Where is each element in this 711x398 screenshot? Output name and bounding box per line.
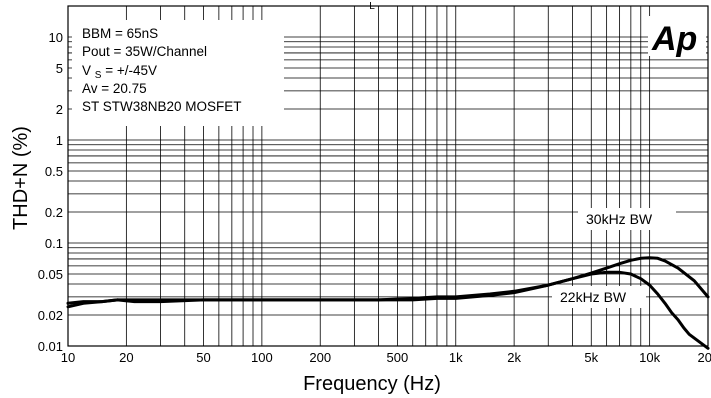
y-tick-label: 10 [49, 30, 63, 45]
x-tick-label: 2k [507, 350, 521, 365]
x-axis-title: Frequency (Hz) [303, 373, 441, 395]
ap-logo-text: Ap [651, 20, 697, 58]
y-tick-label: 0.01 [38, 339, 63, 354]
label-30khz-background [578, 208, 676, 230]
x-tick-label: 50 [196, 350, 210, 365]
x-tick-label: 10k [639, 350, 660, 365]
note-pout: Pout = 35W/Channel [82, 44, 207, 59]
note-vs: V S = +/-45V [82, 63, 157, 81]
x-tick-label: 20k [698, 350, 711, 365]
y-axis-title: THD+N (%) [10, 126, 32, 230]
note-vs-value: = +/-45V [105, 63, 157, 78]
label-30khz-bw: 30kHz BW [586, 211, 653, 227]
ap-logo: Ap [648, 16, 706, 58]
ap-logo-background [648, 16, 706, 56]
x-tick-label: 500 [387, 350, 409, 365]
y-tick-label: 5 [56, 61, 63, 76]
note-av: Av = 20.75 [82, 81, 147, 96]
x-tick-label: 20 [119, 350, 133, 365]
y-tick-label: 1 [56, 133, 63, 148]
curve-22khz-bw [66, 270, 710, 350]
note-bbm: BBM = 65nS [82, 26, 158, 41]
top-label: L [369, 1, 375, 12]
x-tick-label: 10 [61, 350, 75, 365]
plot-frame [67, 5, 709, 347]
y-tick-label: 0.2 [45, 205, 63, 220]
y-tick-labels: 0.01 0.02 0.05 0.1 0.2 0.5 1 2 5 10 [38, 30, 63, 354]
x-tick-label: 200 [309, 350, 331, 365]
y-tick-label: 2 [56, 102, 63, 117]
label-22khz-bw: 22kHz BW [560, 289, 627, 305]
note-mosfet: ST STW38NB20 MOSFET [82, 99, 242, 114]
x-tick-label: 5k [584, 350, 598, 365]
x-tick-labels: 10 20 50 100 200 500 1k 2k 5k 10k 20k [61, 350, 711, 365]
y-tick-label: 0.1 [45, 236, 63, 251]
label-22khz-background [552, 286, 646, 308]
x-tick-label: 100 [251, 350, 273, 365]
annotation-background [72, 20, 284, 126]
curves [66, 256, 710, 350]
note-vs-sub: S [95, 70, 102, 81]
y-tick-label: 0.05 [38, 267, 63, 282]
label-30khz: 30kHz BW [578, 208, 676, 230]
y-tick-label: 0.02 [38, 308, 63, 323]
annotation-box: BBM = 65nS Pout = 35W/Channel V S = +/-4… [72, 20, 284, 126]
label-22khz: 22kHz BW [552, 286, 646, 308]
x-tick-label: 1k [449, 350, 463, 365]
note-vs-main: V [82, 63, 91, 78]
y-tick-label: 0.5 [45, 164, 63, 179]
